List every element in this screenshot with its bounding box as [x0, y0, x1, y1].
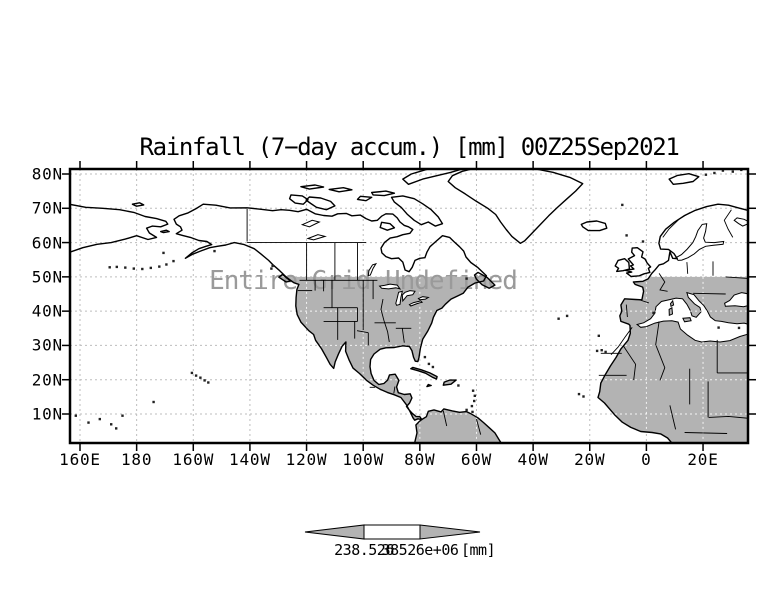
- x-tick-label-180: 180: [120, 450, 153, 469]
- y-tick-label-30N: 30N: [31, 335, 63, 355]
- gridlines-over-land: [70, 276, 748, 443]
- x-tick-label-20W: 20W: [574, 450, 606, 469]
- colorbar-max-label: 38526e+06: [381, 541, 459, 559]
- land-fill: [278, 276, 748, 443]
- x-tick-label-160W: 160W: [172, 450, 215, 469]
- x-tick-label-100W: 100W: [342, 450, 385, 469]
- y-tick-label-50N: 50N: [31, 267, 63, 287]
- y-tick-label-80N: 80N: [31, 164, 63, 184]
- x-tick-label-120W: 120W: [285, 450, 328, 469]
- sea-shapes: [635, 217, 748, 343]
- plot-title: Rainfall (7−day accum.) [mm] 00Z25Sep202…: [139, 133, 679, 161]
- x-tick-label-140W: 140W: [229, 450, 271, 469]
- small-islands: [668, 299, 692, 323]
- y-tick-label-20N: 20N: [31, 370, 63, 390]
- lakes: [300, 219, 430, 307]
- y-tick-label-70N: 70N: [31, 198, 63, 218]
- y-tick-label-60N: 60N: [31, 233, 63, 253]
- x-tick-label-20E: 20E: [687, 450, 719, 469]
- x-tick-label-0: 0: [641, 450, 652, 469]
- political-borders: [246, 209, 748, 435]
- x-tick-label-40W: 40W: [517, 450, 549, 469]
- x-tick-label-60W: 60W: [460, 450, 493, 469]
- map-frame: [62, 161, 756, 451]
- colorbar-min-label: 238.526: [334, 541, 394, 559]
- x-tick-label-160E: 160E: [59, 450, 101, 469]
- island-dots: [74, 169, 743, 430]
- colorbar: [304, 524, 481, 540]
- colorbar-unit-label: [mm]: [461, 541, 496, 559]
- coastlines: [70, 169, 748, 443]
- y-tick-label-10N: 10N: [31, 404, 63, 424]
- y-tick-label-40N: 40N: [31, 301, 63, 321]
- x-tick-label-80W: 80W: [404, 450, 436, 469]
